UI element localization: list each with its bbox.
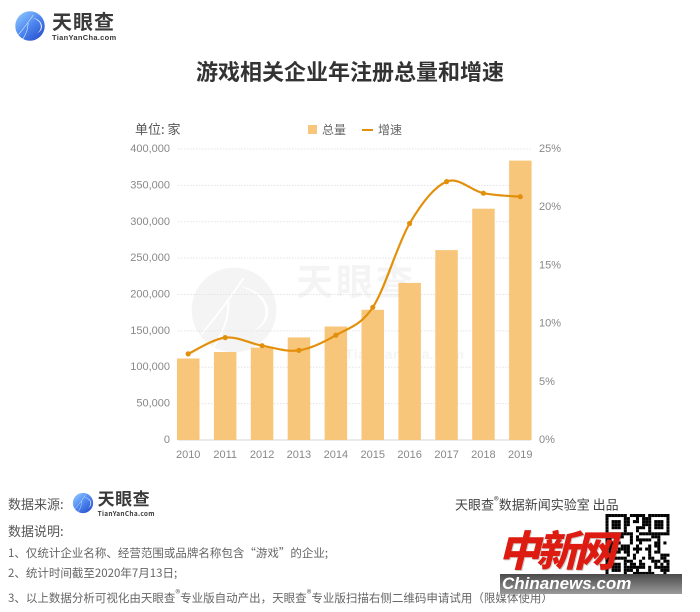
svg-text:0: 0 <box>164 434 170 446</box>
svg-text:2010: 2010 <box>176 449 200 461</box>
svg-text:0%: 0% <box>539 434 555 446</box>
svg-text:50,000: 50,000 <box>136 398 170 410</box>
svg-text:200,000: 200,000 <box>130 289 170 301</box>
svg-text:15%: 15% <box>539 259 561 271</box>
svg-text:25%: 25% <box>539 143 561 155</box>
svg-text:400,000: 400,000 <box>130 143 170 155</box>
svg-text:2016: 2016 <box>397 449 421 461</box>
svg-text:2013: 2013 <box>287 449 311 461</box>
svg-text:2017: 2017 <box>434 449 458 461</box>
svg-text:150,000: 150,000 <box>130 325 170 337</box>
svg-text:2014: 2014 <box>324 449 348 461</box>
svg-text:2012: 2012 <box>250 449 274 461</box>
svg-text:300,000: 300,000 <box>130 216 170 228</box>
svg-text:350,000: 350,000 <box>130 179 170 191</box>
svg-text:100,000: 100,000 <box>130 361 170 373</box>
svg-text:250,000: 250,000 <box>130 252 170 264</box>
svg-text:2019: 2019 <box>508 449 532 461</box>
svg-text:2018: 2018 <box>471 449 495 461</box>
svg-text:5%: 5% <box>539 376 555 388</box>
svg-text:10%: 10% <box>539 318 561 330</box>
svg-text:2015: 2015 <box>361 449 385 461</box>
svg-text:20%: 20% <box>539 201 561 213</box>
svg-text:2011: 2011 <box>213 449 237 461</box>
